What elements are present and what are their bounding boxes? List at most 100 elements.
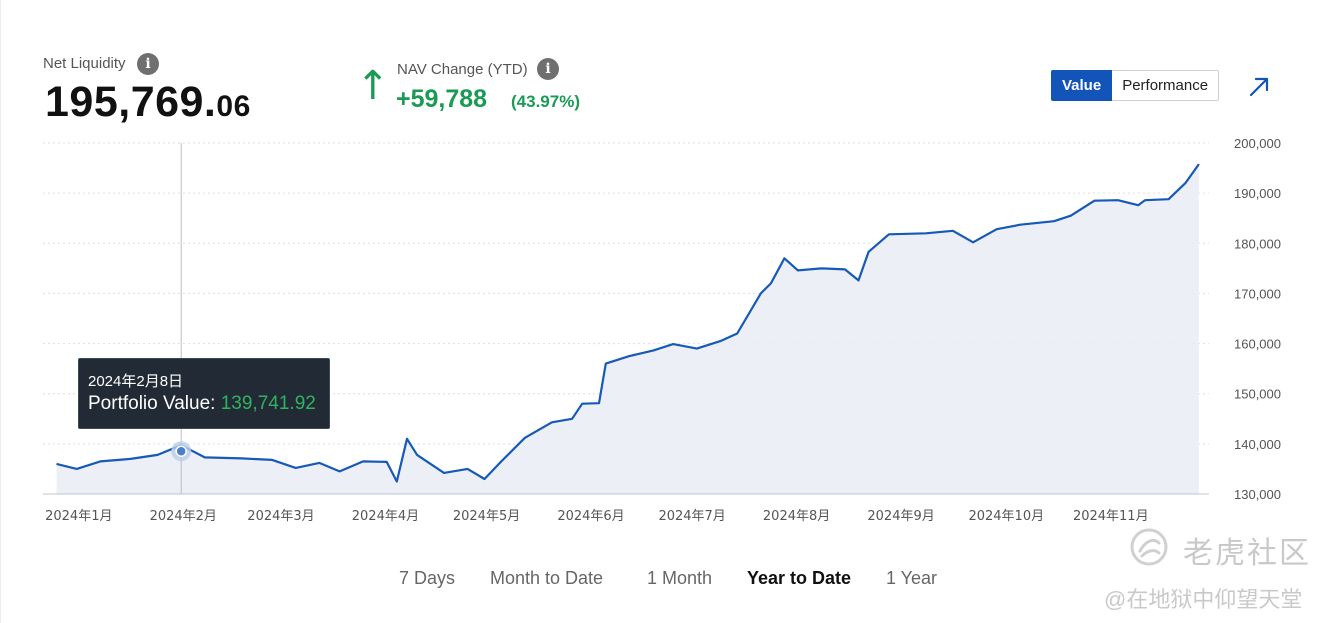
nav-change-label: NAV Change (YTD) bbox=[397, 61, 528, 78]
x-tick-label: 2024年5月 bbox=[453, 509, 520, 524]
chart-data-point[interactable] bbox=[1142, 197, 1148, 203]
tooltip-portfolio-value: Portfolio Value: 139,741.92 bbox=[88, 393, 316, 415]
y-tick-label: 130,000 bbox=[1234, 487, 1281, 502]
chart-data-point[interactable] bbox=[1068, 213, 1074, 219]
performance-toggle-button[interactable]: Performance bbox=[1112, 70, 1220, 101]
chart-data-point[interactable] bbox=[994, 226, 1000, 232]
chart-data-point[interactable] bbox=[74, 466, 80, 472]
chart-data-point[interactable] bbox=[781, 255, 787, 261]
chart-data-point[interactable] bbox=[734, 331, 740, 337]
x-tick-label: 2024年6月 bbox=[557, 509, 624, 524]
chart-data-point[interactable] bbox=[1017, 222, 1023, 228]
x-axis-ticks: 2024年1月 2024年2月 2024年3月 2024年4月 2024年5月 2024年… bbox=[45, 509, 1148, 524]
chart-data-point[interactable] bbox=[694, 346, 700, 352]
y-tick-label: 160,000 bbox=[1234, 337, 1281, 352]
chart-data-point[interactable] bbox=[337, 468, 343, 474]
hover-point-marker[interactable] bbox=[175, 445, 187, 457]
chart-area-fill bbox=[56, 164, 1199, 494]
tooltip-date: 2024年2月8日 bbox=[88, 373, 184, 390]
tooltip-value: 139,741.92 bbox=[220, 393, 316, 414]
chart-data-point[interactable] bbox=[1166, 196, 1172, 202]
range-tab-1-year[interactable]: 1 Year bbox=[886, 568, 938, 588]
x-tick-label: 2024年10月 bbox=[968, 509, 1044, 524]
net-liquidity-integer: 195,769. bbox=[45, 78, 217, 126]
chart-data-point[interactable] bbox=[465, 466, 471, 472]
chart-data-point[interactable] bbox=[886, 231, 892, 237]
arrow-up-icon: ↑ bbox=[356, 63, 390, 109]
chart-data-point[interactable] bbox=[569, 416, 575, 422]
chart-data-point[interactable] bbox=[293, 465, 299, 471]
nav-change-info-icon[interactable]: i bbox=[537, 58, 559, 80]
chart-data-point[interactable] bbox=[923, 230, 929, 236]
chart-data-point[interactable] bbox=[269, 457, 275, 463]
x-tick-label: 2024年3月 bbox=[247, 509, 314, 524]
chart-data-point[interactable] bbox=[482, 476, 488, 482]
chart-data-point[interactable] bbox=[155, 452, 161, 458]
x-tick-label: 2024年1月 bbox=[45, 509, 112, 524]
chart-data-point[interactable] bbox=[950, 228, 956, 234]
chart-data-point[interactable] bbox=[603, 361, 609, 367]
y-tick-label: 180,000 bbox=[1234, 236, 1281, 251]
chart-tooltip: 2024年2月8日 Portfolio Value: 139,741.92 bbox=[78, 358, 330, 429]
chart-data-point[interactable] bbox=[866, 249, 872, 255]
chart-data-point[interactable] bbox=[626, 353, 632, 359]
range-tab-month-to-date[interactable]: Month to Date bbox=[490, 568, 604, 588]
chart-data-point[interactable] bbox=[360, 458, 366, 464]
chart-data-point[interactable] bbox=[650, 348, 656, 354]
chart-data-point[interactable] bbox=[596, 400, 602, 406]
chart-data-point[interactable] bbox=[1182, 180, 1188, 186]
range-tab-7-days[interactable]: 7 Days bbox=[399, 568, 456, 588]
chart-data-point[interactable] bbox=[670, 341, 676, 347]
chart-data-point[interactable] bbox=[239, 455, 245, 461]
chart-data-point[interactable] bbox=[758, 290, 764, 296]
expand-arrow-icon[interactable] bbox=[1248, 76, 1270, 98]
chart-data-point[interactable] bbox=[498, 458, 504, 464]
chart-data-point[interactable] bbox=[1091, 198, 1097, 204]
left-edge-divider bbox=[0, 0, 1, 623]
value-toggle-button[interactable]: Value bbox=[1051, 70, 1113, 101]
watermark-site-name: 老虎社区 bbox=[1183, 537, 1311, 570]
net-liquidity-decimal: 06 bbox=[216, 90, 251, 123]
range-tab-1-month[interactable]: 1 Month bbox=[647, 568, 713, 588]
chart-data-point[interactable] bbox=[414, 452, 420, 458]
chart-data-point[interactable] bbox=[202, 454, 208, 460]
chart-data-point[interactable] bbox=[404, 436, 410, 442]
chart-data-point[interactable] bbox=[795, 267, 801, 273]
chart-data-point[interactable] bbox=[717, 338, 723, 344]
chart-data-point[interactable] bbox=[54, 461, 60, 467]
x-tick-label: 2024年7月 bbox=[658, 509, 725, 524]
net-liquidity-info-icon[interactable]: i bbox=[137, 53, 159, 75]
watermark-username: @在地狱中仰望天堂 bbox=[1104, 587, 1303, 612]
nav-change-percent: (43.97%) bbox=[511, 92, 580, 111]
chart-data-point[interactable] bbox=[384, 459, 390, 465]
x-tick-label: 2024年8月 bbox=[763, 509, 830, 524]
chart-data-point[interactable] bbox=[394, 479, 400, 485]
y-tick-label: 170,000 bbox=[1234, 286, 1281, 301]
chart-data-point[interactable] bbox=[768, 280, 774, 286]
chart-data-point[interactable] bbox=[522, 435, 528, 441]
chart-data-point[interactable] bbox=[970, 239, 976, 245]
chart-data-point[interactable] bbox=[1196, 161, 1202, 167]
nav-change-value: +59,788 bbox=[396, 85, 488, 113]
tooltip-value-label: Portfolio Value: bbox=[88, 393, 221, 414]
chart-data-point[interactable] bbox=[97, 458, 103, 464]
chart-data-point[interactable] bbox=[1115, 197, 1121, 203]
chart-data-point[interactable] bbox=[128, 456, 134, 462]
watermark-logo-icon bbox=[1130, 528, 1168, 566]
chart-data-point[interactable] bbox=[579, 401, 585, 407]
chart-data-point[interactable] bbox=[1135, 202, 1141, 208]
net-liquidity-value: 195,769.06 bbox=[45, 78, 251, 127]
chart-data-point[interactable] bbox=[549, 419, 555, 425]
chart-data-point[interactable] bbox=[441, 470, 447, 476]
y-tick-label: 150,000 bbox=[1234, 387, 1281, 402]
x-tick-label: 2024年9月 bbox=[867, 509, 934, 524]
y-tick-label: 140,000 bbox=[1234, 437, 1281, 452]
chart-data-point[interactable] bbox=[842, 266, 848, 272]
range-tab-year-to-date[interactable]: Year to Date bbox=[747, 568, 852, 588]
chart-data-point[interactable] bbox=[819, 265, 825, 271]
portfolio-value-line bbox=[56, 163, 1200, 483]
chart-data-point[interactable] bbox=[316, 460, 322, 466]
chart-data-point[interactable] bbox=[856, 277, 862, 283]
chart-data-point[interactable] bbox=[1051, 218, 1057, 224]
